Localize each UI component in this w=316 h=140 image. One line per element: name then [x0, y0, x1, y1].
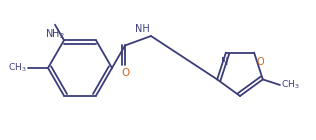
Text: N: N	[221, 57, 228, 67]
Text: NH$_2$: NH$_2$	[45, 28, 65, 41]
Text: CH$_3$: CH$_3$	[9, 62, 27, 74]
Text: O: O	[256, 57, 264, 67]
Text: NH: NH	[135, 24, 150, 34]
Text: CH$_3$: CH$_3$	[281, 79, 300, 91]
Text: O: O	[121, 68, 129, 79]
